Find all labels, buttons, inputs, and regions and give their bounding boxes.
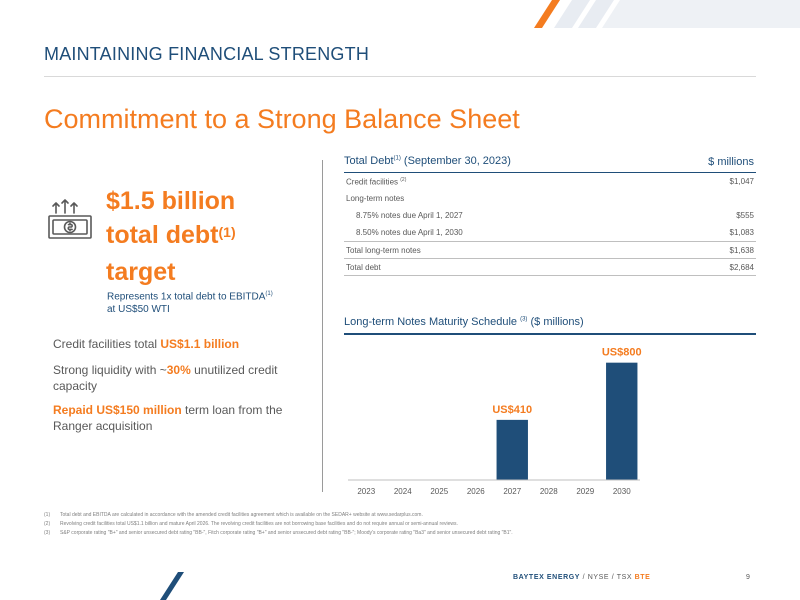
table-row: Long-term notes <box>344 190 756 206</box>
chart-title-underline <box>344 333 756 335</box>
company-name: BAYTEX ENERGY <box>513 574 581 581</box>
chart-title-units: ($ millions) <box>527 316 584 328</box>
separator: / <box>609 574 617 581</box>
x-tick-2023: 2023 <box>357 487 375 496</box>
footnote: (1) Total debt and EBITDA are calculated … <box>44 511 756 520</box>
table-row: 8.50% notes due April 1, 2030 $1,083 <box>344 224 756 240</box>
debt-target-word: target <box>106 258 176 286</box>
bullet-text: unutilized credit capacity <box>53 363 278 393</box>
row-label: Total debt <box>346 263 381 272</box>
separator: / <box>580 574 588 581</box>
decorative-stripes <box>534 0 800 28</box>
debt-table-header: Total Debt(1) (September 30, 2023) $ mil… <box>344 154 756 173</box>
debt-target-text: total debt <box>106 221 219 249</box>
vertical-divider <box>322 160 323 492</box>
data-label-2027: US$410 <box>492 404 532 416</box>
exchange-nyse: NYSE <box>587 574 610 581</box>
debt-target-line: total debt(1) <box>106 218 316 255</box>
debt-target-amount: $1.5 billion <box>106 187 236 215</box>
bullet-text: term loan from the Ranger acquisition <box>53 403 283 433</box>
chart-title-text: Long-term Notes Maturity Schedule <box>344 316 518 328</box>
debt-table-title-text: Total Debt <box>344 155 394 167</box>
row-value: $1,047 <box>729 177 754 186</box>
debt-table-units: $ millions <box>708 156 754 168</box>
x-tick-2026: 2026 <box>467 487 485 496</box>
x-tick-2028: 2028 <box>540 487 558 496</box>
table-row: Total long-term notes $1,638 <box>344 241 756 258</box>
row-value: $2,684 <box>729 263 754 272</box>
bar-2030 <box>606 362 638 480</box>
bullet-liquidity: Strong liquidity with ~30% unutilized cr… <box>53 362 315 394</box>
decorative-stripe <box>160 572 184 600</box>
footnote-number: (2) <box>44 521 51 527</box>
row-label: Credit facilities (2) <box>346 177 406 187</box>
row-label-text: Credit facilities <box>346 177 399 187</box>
footnote: (2) Revolving credit facilities total US$… <box>44 520 756 529</box>
section-title: MAINTAINING FINANCIAL STRENGTH <box>44 44 370 64</box>
bullet-credit-facilities: Credit facilities total US$1.1 billion <box>53 336 315 352</box>
bar-2027 <box>496 419 528 480</box>
footnotes: (1) Total debt and EBITDA are calculated … <box>44 511 756 538</box>
page-title: Commitment to a Strong Balance Sheet <box>44 104 520 134</box>
x-tick-2029: 2029 <box>576 487 594 496</box>
header-divider <box>44 76 756 77</box>
footnote-number: (3) <box>44 530 51 536</box>
footnote-ref: (1) <box>218 224 236 240</box>
chart-title: Long-term Notes Maturity Schedule (3) ($… <box>344 316 584 328</box>
table-row: Total debt $2,684 <box>344 258 756 276</box>
row-value: $555 <box>736 211 754 220</box>
row-value: $1,083 <box>729 228 754 237</box>
debt-table-title: Total Debt(1) (September 30, 2023) <box>344 155 511 167</box>
row-label: 8.75% notes due April 1, 2027 <box>356 211 463 220</box>
bullet-highlight: US$1.1 billion <box>160 337 240 351</box>
x-tick-2027: 2027 <box>503 487 521 496</box>
table-row: Credit facilities (2) $1,047 <box>344 173 756 189</box>
footnote-text: Total debt and EBITDA are calculated in … <box>60 512 423 518</box>
data-label-2030: US$800 <box>602 347 642 359</box>
row-label: 8.50% notes due April 1, 2030 <box>356 228 463 237</box>
footnote-text: S&P corporate rating "B+" and senior uns… <box>60 530 513 536</box>
row-label: Total long-term notes <box>346 246 421 255</box>
ticker-symbol: BTE <box>634 574 651 581</box>
bullet-highlight: Repaid US$150 million <box>53 403 182 417</box>
x-tick-2030: 2030 <box>613 487 631 496</box>
target-sub-line2: at US$50 WTI <box>107 304 170 316</box>
footer-brand: BAYTEX ENERGY / NYSE / TSX BTE <box>513 574 650 581</box>
footnote-ref: (2) <box>400 177 407 183</box>
page-number: 9 <box>746 574 750 581</box>
x-tick-2024: 2024 <box>394 487 412 496</box>
footnote: (3) S&P corporate rating "B+" and senior … <box>44 529 756 538</box>
row-label: Long-term notes <box>346 194 405 203</box>
exchange-tsx: TSX <box>616 574 633 581</box>
bullet-text: Strong liquidity with ~ <box>53 363 167 377</box>
money-growth-icon <box>48 199 92 239</box>
debt-target-subtext: Represents 1x total debt to EBITDA(1) at… <box>107 288 317 316</box>
footnote-ref: (1) <box>393 155 401 162</box>
x-tick-2025: 2025 <box>430 487 448 496</box>
row-value: $1,638 <box>729 246 754 255</box>
table-row: 8.75% notes due April 1, 2027 $555 <box>344 207 756 223</box>
footnote-ref: (1) <box>265 291 273 297</box>
footnote-ref: (3) <box>520 316 528 323</box>
bullet-term-loan: Repaid US$150 million term loan from the… <box>53 402 315 434</box>
debt-table-date: (September 30, 2023) <box>400 155 511 167</box>
bullet-highlight: 30% <box>166 363 191 377</box>
footnote-number: (1) <box>44 512 51 518</box>
footnote-text: Revolving credit facilities total US$1.1… <box>60 521 458 527</box>
maturity-bar-chart: 2023 2024 2025 2026 US$410 2027 2028 2029 US$800… <box>348 347 642 496</box>
target-sub-line1: Represents 1x total debt to EBITDA <box>107 291 266 303</box>
debt-target-headline: $1.5 billion total debt(1) target <box>106 184 316 289</box>
bullet-text: Credit facilities total <box>53 337 161 351</box>
